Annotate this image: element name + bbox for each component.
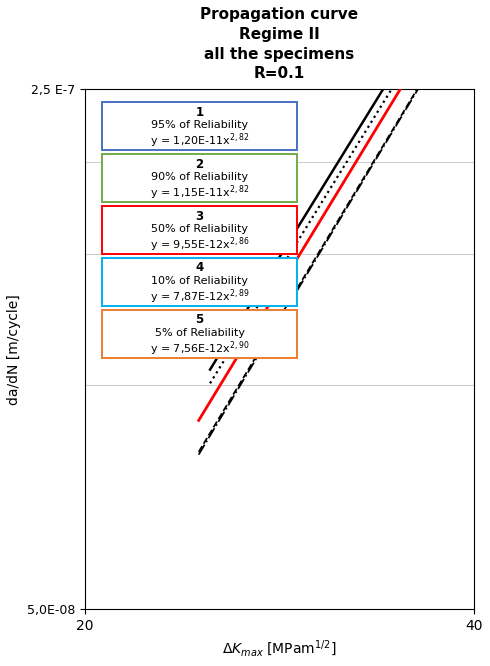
Text: 50% of Reliability: 50% of Reliability xyxy=(151,224,248,234)
Text: 5: 5 xyxy=(196,314,204,326)
FancyBboxPatch shape xyxy=(102,258,297,306)
Text: y = 9,55E-12x$^{2,86}$: y = 9,55E-12x$^{2,86}$ xyxy=(149,235,249,254)
Text: 2: 2 xyxy=(0,665,1,666)
Text: 5: 5 xyxy=(0,665,1,666)
Text: 1: 1 xyxy=(196,105,204,119)
Text: 2: 2 xyxy=(196,158,204,170)
Text: 3: 3 xyxy=(0,665,1,666)
Text: 90% of Reliability: 90% of Reliability xyxy=(151,172,248,182)
FancyBboxPatch shape xyxy=(102,155,297,202)
Text: y = 1,15E-11x$^{2,82}$: y = 1,15E-11x$^{2,82}$ xyxy=(150,183,249,202)
FancyBboxPatch shape xyxy=(102,310,297,358)
X-axis label: $\Delta K_{max}$ [MPam$^{1/2}$]: $\Delta K_{max}$ [MPam$^{1/2}$] xyxy=(222,639,337,659)
FancyBboxPatch shape xyxy=(102,103,297,151)
FancyBboxPatch shape xyxy=(102,206,297,254)
Text: y = 1,20E-11x$^{2,82}$: y = 1,20E-11x$^{2,82}$ xyxy=(150,131,249,150)
Text: 5% of Reliability: 5% of Reliability xyxy=(154,328,245,338)
Text: 1: 1 xyxy=(0,665,1,666)
Title: Propagation curve
Regime II
all the specimens
R=0.1: Propagation curve Regime II all the spec… xyxy=(200,7,359,81)
Text: 4: 4 xyxy=(0,665,1,666)
Text: 10% of Reliability: 10% of Reliability xyxy=(151,276,248,286)
Text: 3: 3 xyxy=(196,210,204,222)
Text: 4: 4 xyxy=(196,262,204,274)
Text: 95% of Reliability: 95% of Reliability xyxy=(151,121,248,131)
Y-axis label: da/dN [m/cycle]: da/dN [m/cycle] xyxy=(7,294,21,405)
Text: y = 7,56E-12x$^{2,90}$: y = 7,56E-12x$^{2,90}$ xyxy=(149,340,249,358)
Text: y = 7,87E-12x$^{2,89}$: y = 7,87E-12x$^{2,89}$ xyxy=(149,288,249,306)
